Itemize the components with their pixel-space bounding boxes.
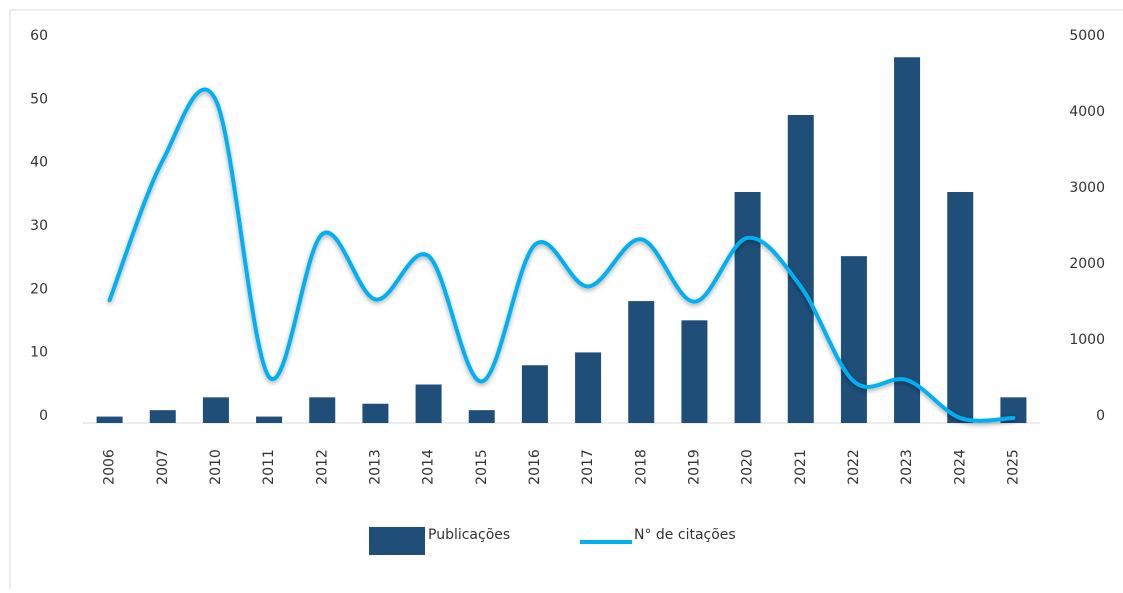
x-tick-label: 2023	[899, 449, 915, 485]
y2-tick-label: 4000	[1069, 104, 1105, 120]
x-tick-label: 2007	[155, 449, 171, 485]
x-tick-label: 2006	[102, 449, 118, 485]
x-tick-label: 2011	[261, 449, 277, 485]
line	[107, 87, 1016, 423]
x-tick-label: 2024	[952, 449, 968, 485]
bar	[415, 384, 442, 423]
bar	[734, 192, 761, 423]
bar	[628, 301, 655, 423]
bar	[947, 192, 974, 423]
bar	[202, 397, 229, 423]
x-tick-label: 2019	[686, 449, 702, 485]
y-tick-label: 50	[30, 91, 48, 107]
y2-tick-label: 5000	[1069, 28, 1105, 44]
x-tick-label: 2022	[846, 449, 862, 485]
x-tick-label: 2013	[367, 449, 383, 485]
y-tick-label: 30	[30, 218, 48, 234]
x-tick-label: 2018	[633, 449, 649, 485]
x-tick-label: 2010	[208, 449, 224, 485]
bar	[840, 256, 867, 423]
bar	[362, 403, 389, 423]
legend-label: Publicações	[428, 527, 510, 543]
x-tick-label: 2025	[1005, 449, 1021, 485]
y2-tick-label: 2000	[1069, 256, 1105, 272]
x-tick-label: 2020	[740, 449, 756, 485]
y-tick-label: 20	[30, 281, 48, 297]
x-tick-label: 2014	[421, 449, 437, 485]
x-tick-label: 2021	[793, 449, 809, 485]
y-tick-label: 10	[30, 345, 48, 361]
legend-label: N° de citações	[634, 527, 736, 543]
y-tick-label: 60	[30, 28, 48, 44]
bar	[468, 410, 495, 423]
frame	[9, 9, 1123, 589]
y-tick-label: 0	[39, 408, 48, 424]
x-tick-label: 2012	[314, 449, 330, 485]
bar	[681, 320, 708, 423]
bar	[894, 57, 921, 423]
bar	[521, 365, 548, 423]
bar	[309, 397, 336, 423]
bar	[256, 416, 283, 423]
legend-swatch	[369, 527, 425, 555]
y2-tick-label: 1000	[1069, 332, 1105, 348]
bar	[787, 115, 814, 423]
y2-tick-label: 3000	[1069, 180, 1105, 196]
y-tick-label: 40	[30, 155, 48, 171]
bar	[575, 352, 602, 423]
x-tick-label: 2017	[580, 449, 596, 485]
y2-tick-label: 0	[1096, 408, 1105, 424]
bar	[149, 410, 176, 423]
bar	[96, 416, 123, 423]
x-tick-label: 2016	[527, 449, 543, 485]
x-tick-label: 2015	[474, 449, 490, 485]
